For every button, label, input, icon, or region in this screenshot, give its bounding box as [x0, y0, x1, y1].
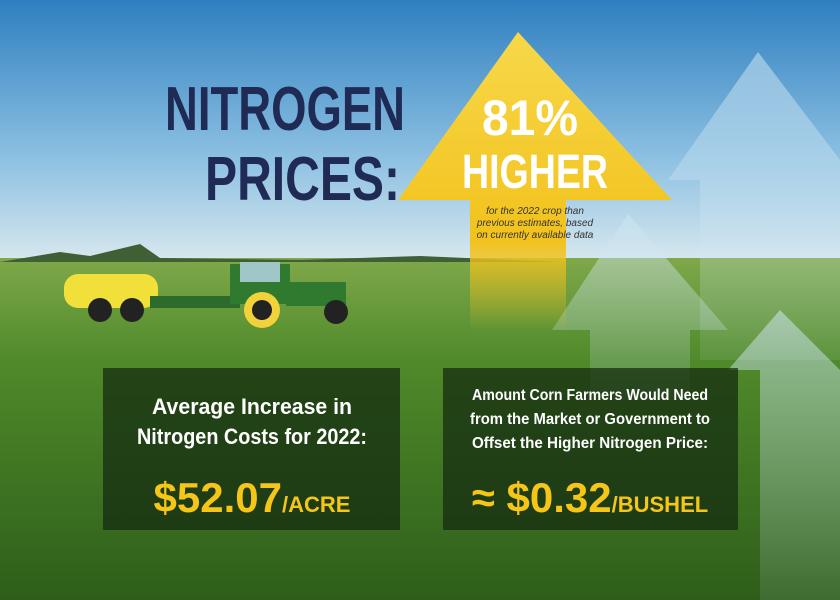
- unit: /ACRE: [282, 492, 350, 517]
- box-value: $52.07/ACRE: [154, 474, 351, 521]
- ghost-arrow: [668, 52, 840, 360]
- box-heading: Average Increase in: [152, 394, 352, 419]
- ghost-arrow: [552, 214, 728, 400]
- headline: NITROGEN: [165, 75, 405, 144]
- amount: $52.07: [154, 474, 282, 521]
- arrow-percent: 81%: [482, 90, 578, 146]
- arrow-word: HIGHER: [462, 146, 608, 199]
- arrow-note: for the 2022 crop than: [486, 206, 584, 217]
- tractor: [64, 262, 348, 328]
- tree-line: [0, 244, 840, 262]
- info-box: [443, 368, 738, 530]
- yellow-arrow: [398, 32, 672, 330]
- headline: PRICES:: [205, 145, 400, 214]
- box-heading: Offset the Higher Nitrogen Price:: [472, 435, 708, 452]
- box-heading: from the Market or Government to: [470, 411, 710, 428]
- box-heading: Nitrogen Costs for 2022:: [137, 424, 367, 449]
- unit: /BUSHEL: [612, 492, 709, 517]
- amount: ≈ $0.32: [472, 474, 612, 521]
- info-box: [103, 368, 400, 530]
- box-heading: Amount Corn Farmers Would Need: [472, 387, 708, 404]
- arrow-note: on currently available data: [477, 230, 594, 241]
- box-value: ≈ $0.32/BUSHEL: [472, 474, 708, 521]
- arrow-note: previous estimates, based: [476, 218, 594, 229]
- ghost-arrow: [728, 310, 840, 600]
